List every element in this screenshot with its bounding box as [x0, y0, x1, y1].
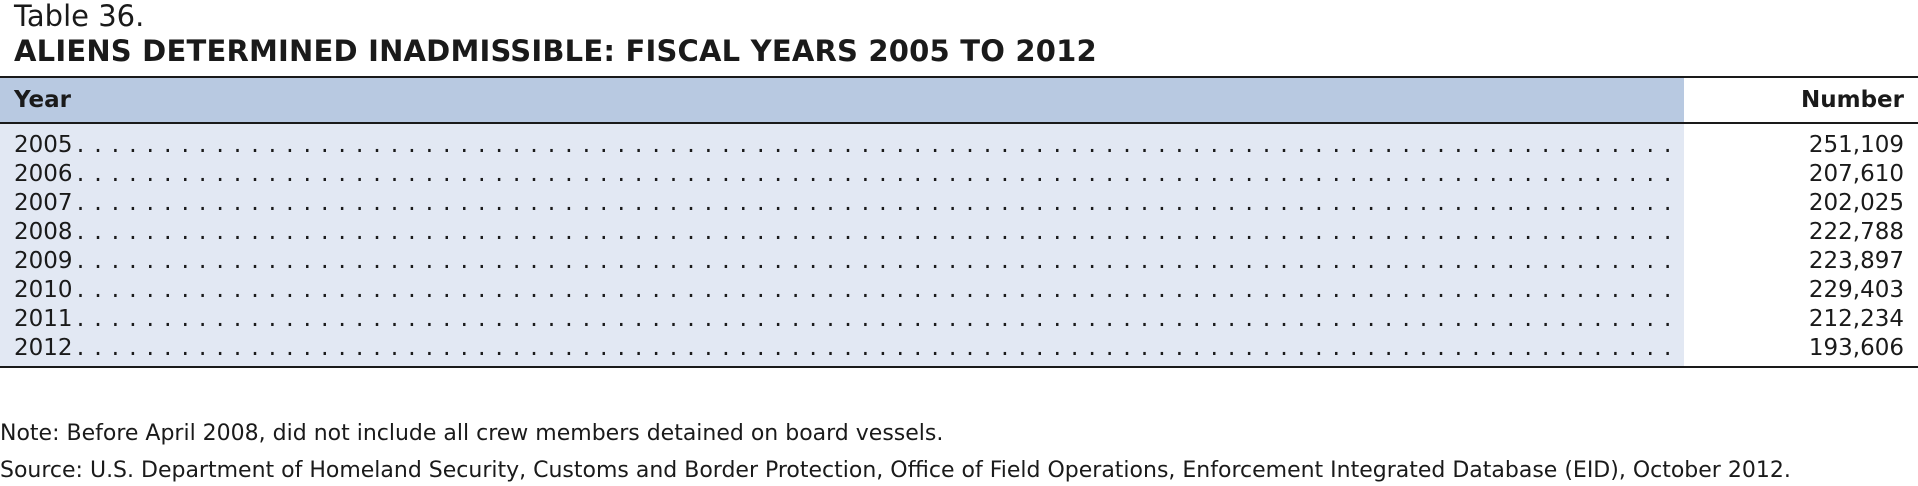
year-value: 2006	[14, 160, 73, 187]
year-cell: 2009 ...................................…	[0, 248, 1684, 274]
year-value: 2009	[14, 247, 73, 274]
year-value: 2012	[14, 334, 73, 361]
number-cell: 202,025	[1808, 189, 1904, 216]
column-header-number: Number	[1684, 78, 1918, 122]
number-cell: 193,606	[1808, 334, 1904, 361]
dot-leader: ........................................…	[74, 219, 1672, 244]
table-note: Note: Before April 2008, did not include…	[0, 421, 944, 446]
number-cell: 251,109	[1808, 131, 1904, 158]
year-value: 2011	[14, 305, 73, 332]
year-cell: 2006 ...................................…	[0, 161, 1684, 187]
year-cell: 2007 ...................................…	[0, 190, 1684, 216]
table-title: ALIENS DETERMINED INADMISSIBLE: FISCAL Y…	[14, 34, 1097, 68]
year-value: 2010	[14, 276, 73, 303]
dot-leader: ........................................…	[74, 190, 1672, 215]
table-row: 2005 ...................................…	[0, 130, 1918, 159]
table-row: 2009 ...................................…	[0, 246, 1918, 275]
dot-leader: ........................................…	[74, 161, 1672, 186]
table-header-row: Year Number	[0, 78, 1918, 124]
dot-leader: ........................................…	[74, 335, 1672, 360]
table-body: 2005 ...................................…	[0, 124, 1918, 366]
table-row: 2011 ...................................…	[0, 304, 1918, 333]
dot-leader: ........................................…	[74, 132, 1672, 157]
year-cell: 2010 ...................................…	[0, 277, 1684, 303]
column-header-year: Year	[0, 78, 1684, 122]
table-number: Table 36.	[14, 0, 145, 33]
number-cell: 207,610	[1808, 160, 1904, 187]
data-table: Year Number 2005 .......................…	[0, 76, 1918, 368]
number-cell: 223,897	[1808, 247, 1904, 274]
number-cell: 222,788	[1808, 218, 1904, 245]
dot-leader: ........................................…	[74, 306, 1672, 331]
table-row: 2008 ...................................…	[0, 217, 1918, 246]
year-cell: 2012 ...................................…	[0, 335, 1684, 361]
year-value: 2008	[14, 218, 73, 245]
number-cell: 212,234	[1808, 305, 1904, 332]
number-cell: 229,403	[1808, 276, 1904, 303]
table-row: 2012 ...................................…	[0, 333, 1918, 362]
dot-leader: ........................................…	[74, 248, 1672, 273]
dot-leader: ........................................…	[74, 277, 1672, 302]
table-row: 2007 ...................................…	[0, 188, 1918, 217]
table-row: 2006 ...................................…	[0, 159, 1918, 188]
year-cell: 2008 ...................................…	[0, 219, 1684, 245]
year-cell: 2005 ...................................…	[0, 132, 1684, 158]
year-value: 2005	[14, 131, 73, 158]
table-row: 2010 ...................................…	[0, 275, 1918, 304]
table-source: Source: U.S. Department of Homeland Secu…	[0, 458, 1791, 483]
year-cell: 2011 ...................................…	[0, 306, 1684, 332]
year-value: 2007	[14, 189, 73, 216]
